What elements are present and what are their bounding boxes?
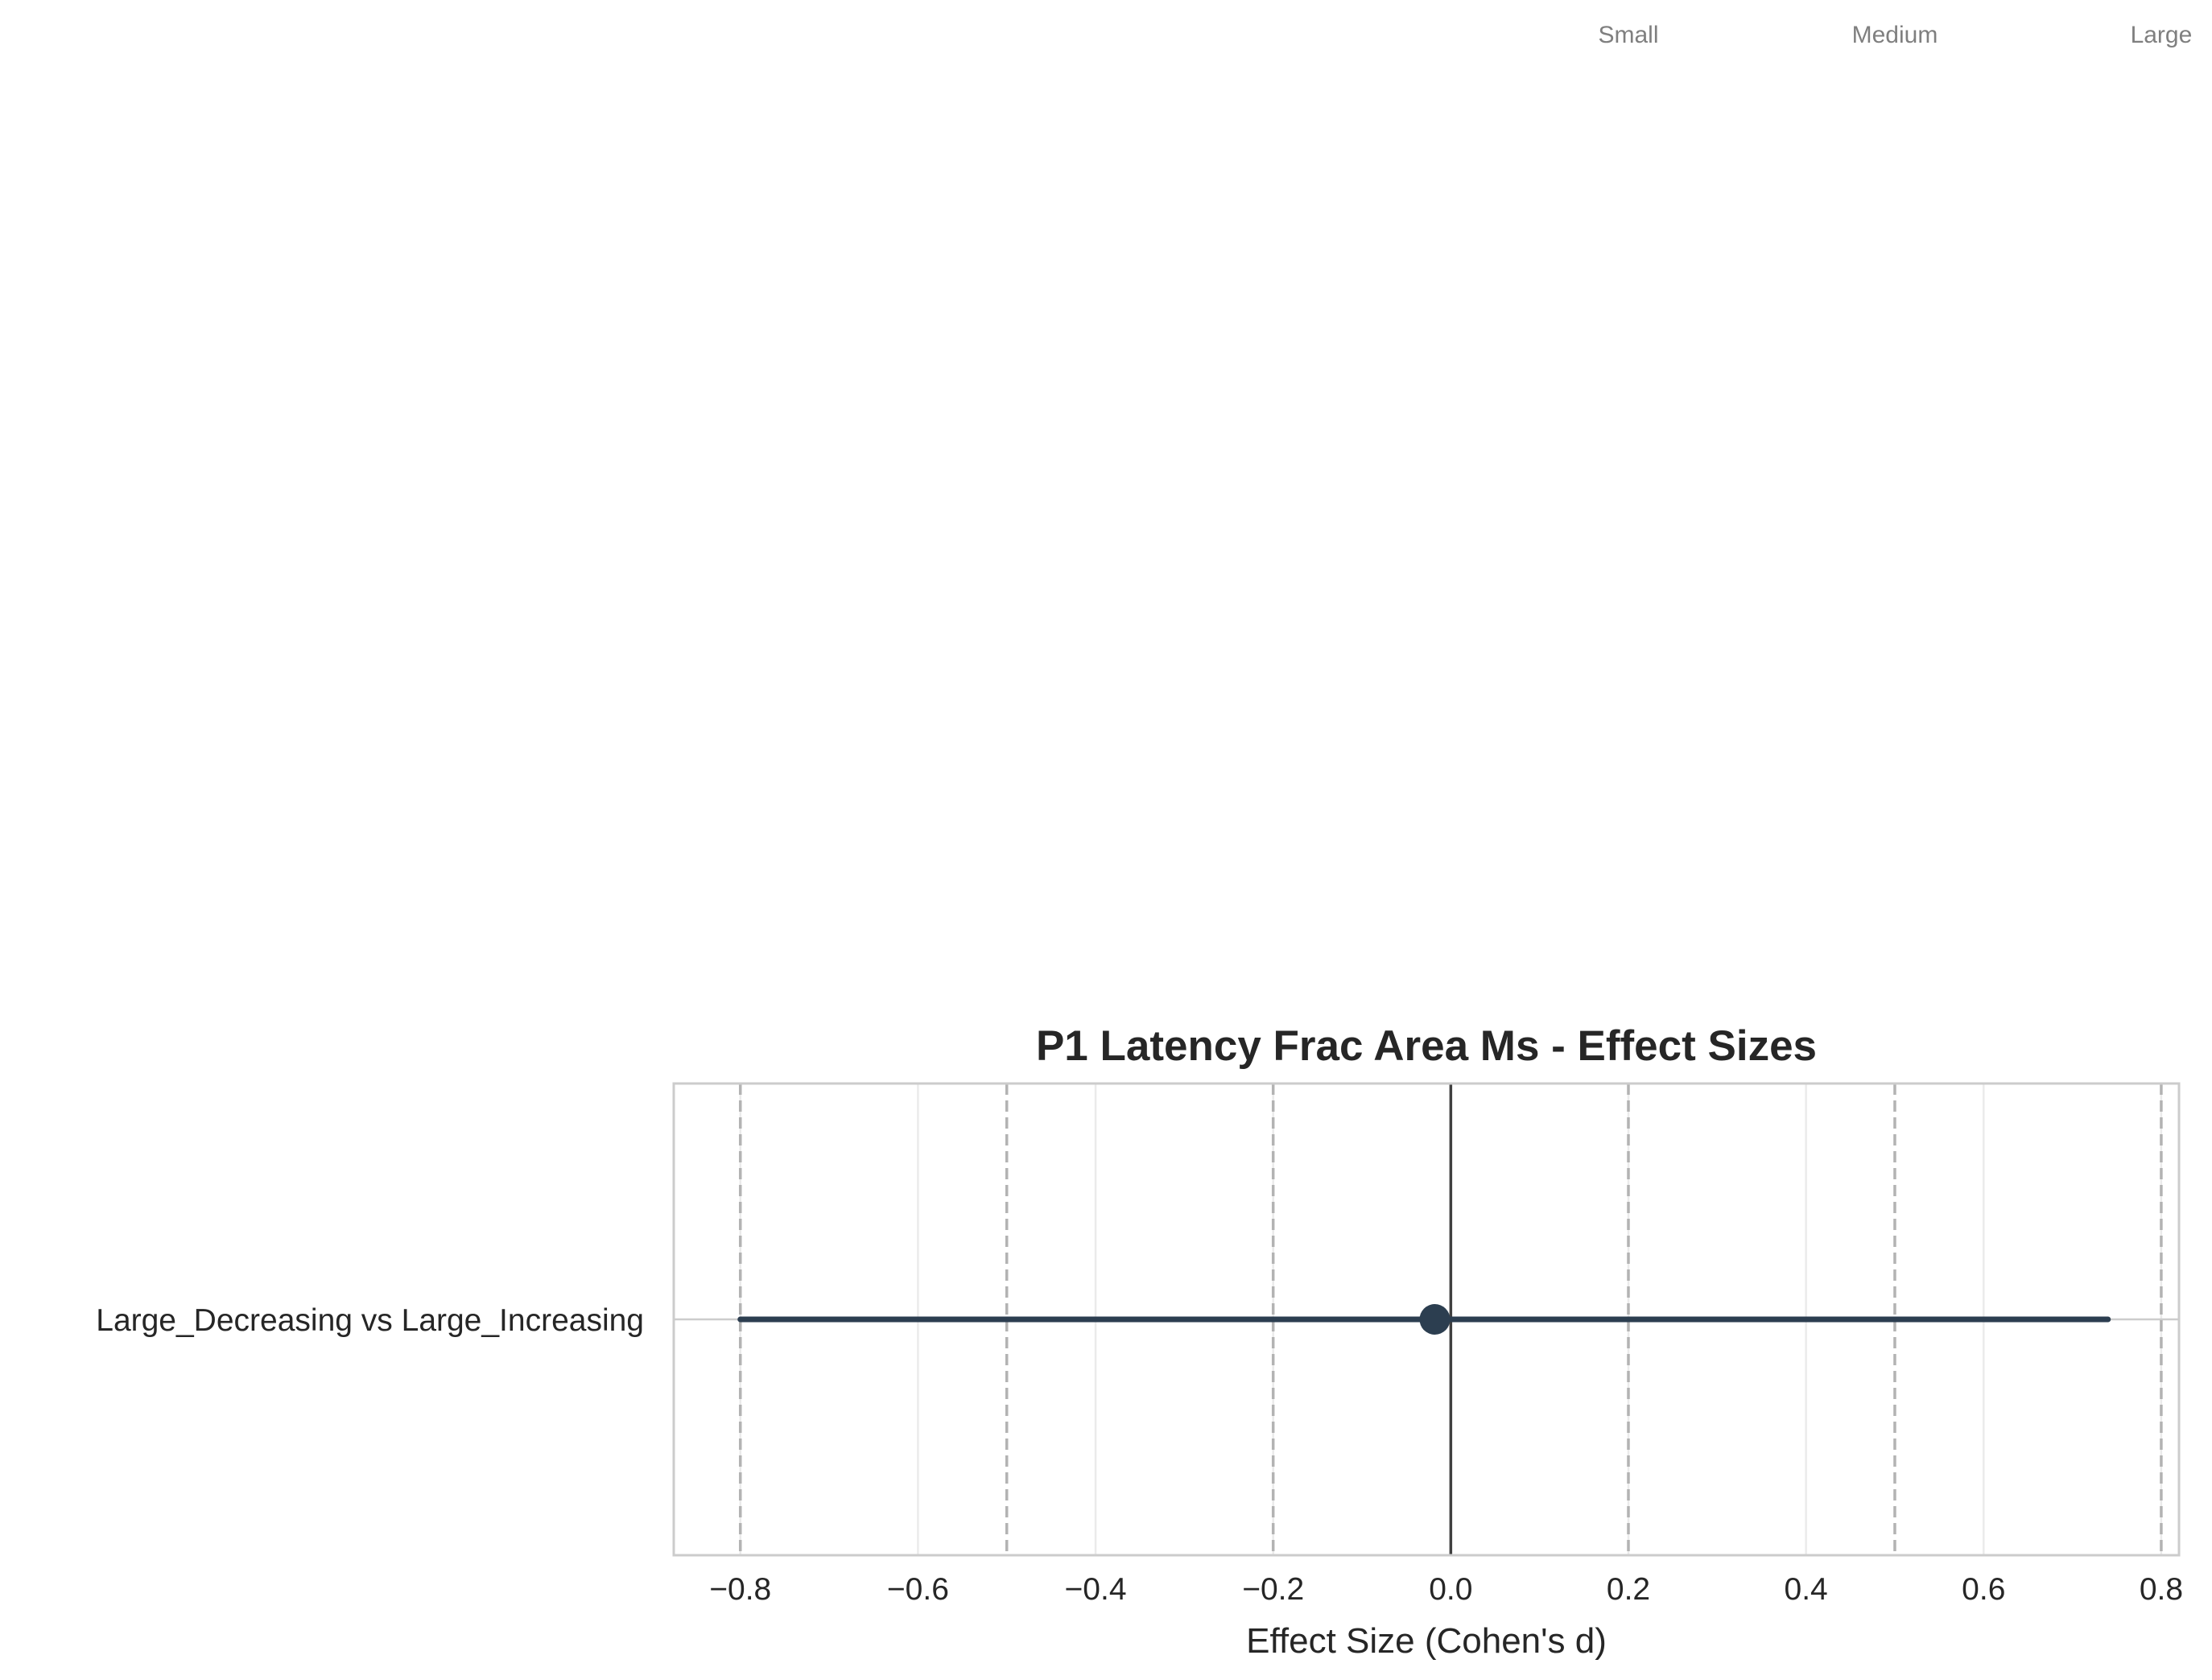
chart-title: P1 Latency Frac Area Ms - Effect Sizes [1036, 1022, 1817, 1070]
data-layer [737, 1304, 2111, 1335]
x-axis-label: Effect Size (Cohen's d) [1246, 1621, 1607, 1661]
threshold-label: Small [1598, 22, 1658, 48]
plot-frame [672, 1082, 2181, 1557]
effect-size-point [1419, 1304, 1451, 1335]
y-category-label: Large_Decreasing vs Large_Increasing [96, 1303, 644, 1338]
x-tick-labels: −0.8 −0.6 −0.4 −0.2 0.0 0.2 0.4 0.6 0.8 [709, 1572, 2183, 1607]
x-tick-label: −0.6 [887, 1572, 949, 1607]
plot-frame-rect [672, 1082, 2181, 1557]
threshold-label: Large [2131, 22, 2193, 48]
y-category-labels: Large_Decreasing vs Large_Increasing [96, 1303, 644, 1338]
x-tick-label: 0.4 [1785, 1572, 1828, 1607]
x-tick-label: 0.0 [1429, 1572, 1472, 1607]
reference-lines [738, 1084, 2163, 1555]
threshold-label: Medium [1852, 22, 1938, 48]
x-tick-label: 0.2 [1607, 1572, 1650, 1607]
threshold-labels: Small Medium Large [1598, 22, 2192, 48]
x-tick-label: −0.4 [1065, 1572, 1127, 1607]
x-tick-label: −0.8 [709, 1572, 771, 1607]
x-tick-label: −0.2 [1242, 1572, 1304, 1607]
x-tick-label: 0.6 [1962, 1572, 2005, 1607]
x-tick-label: 0.8 [2140, 1572, 2183, 1607]
